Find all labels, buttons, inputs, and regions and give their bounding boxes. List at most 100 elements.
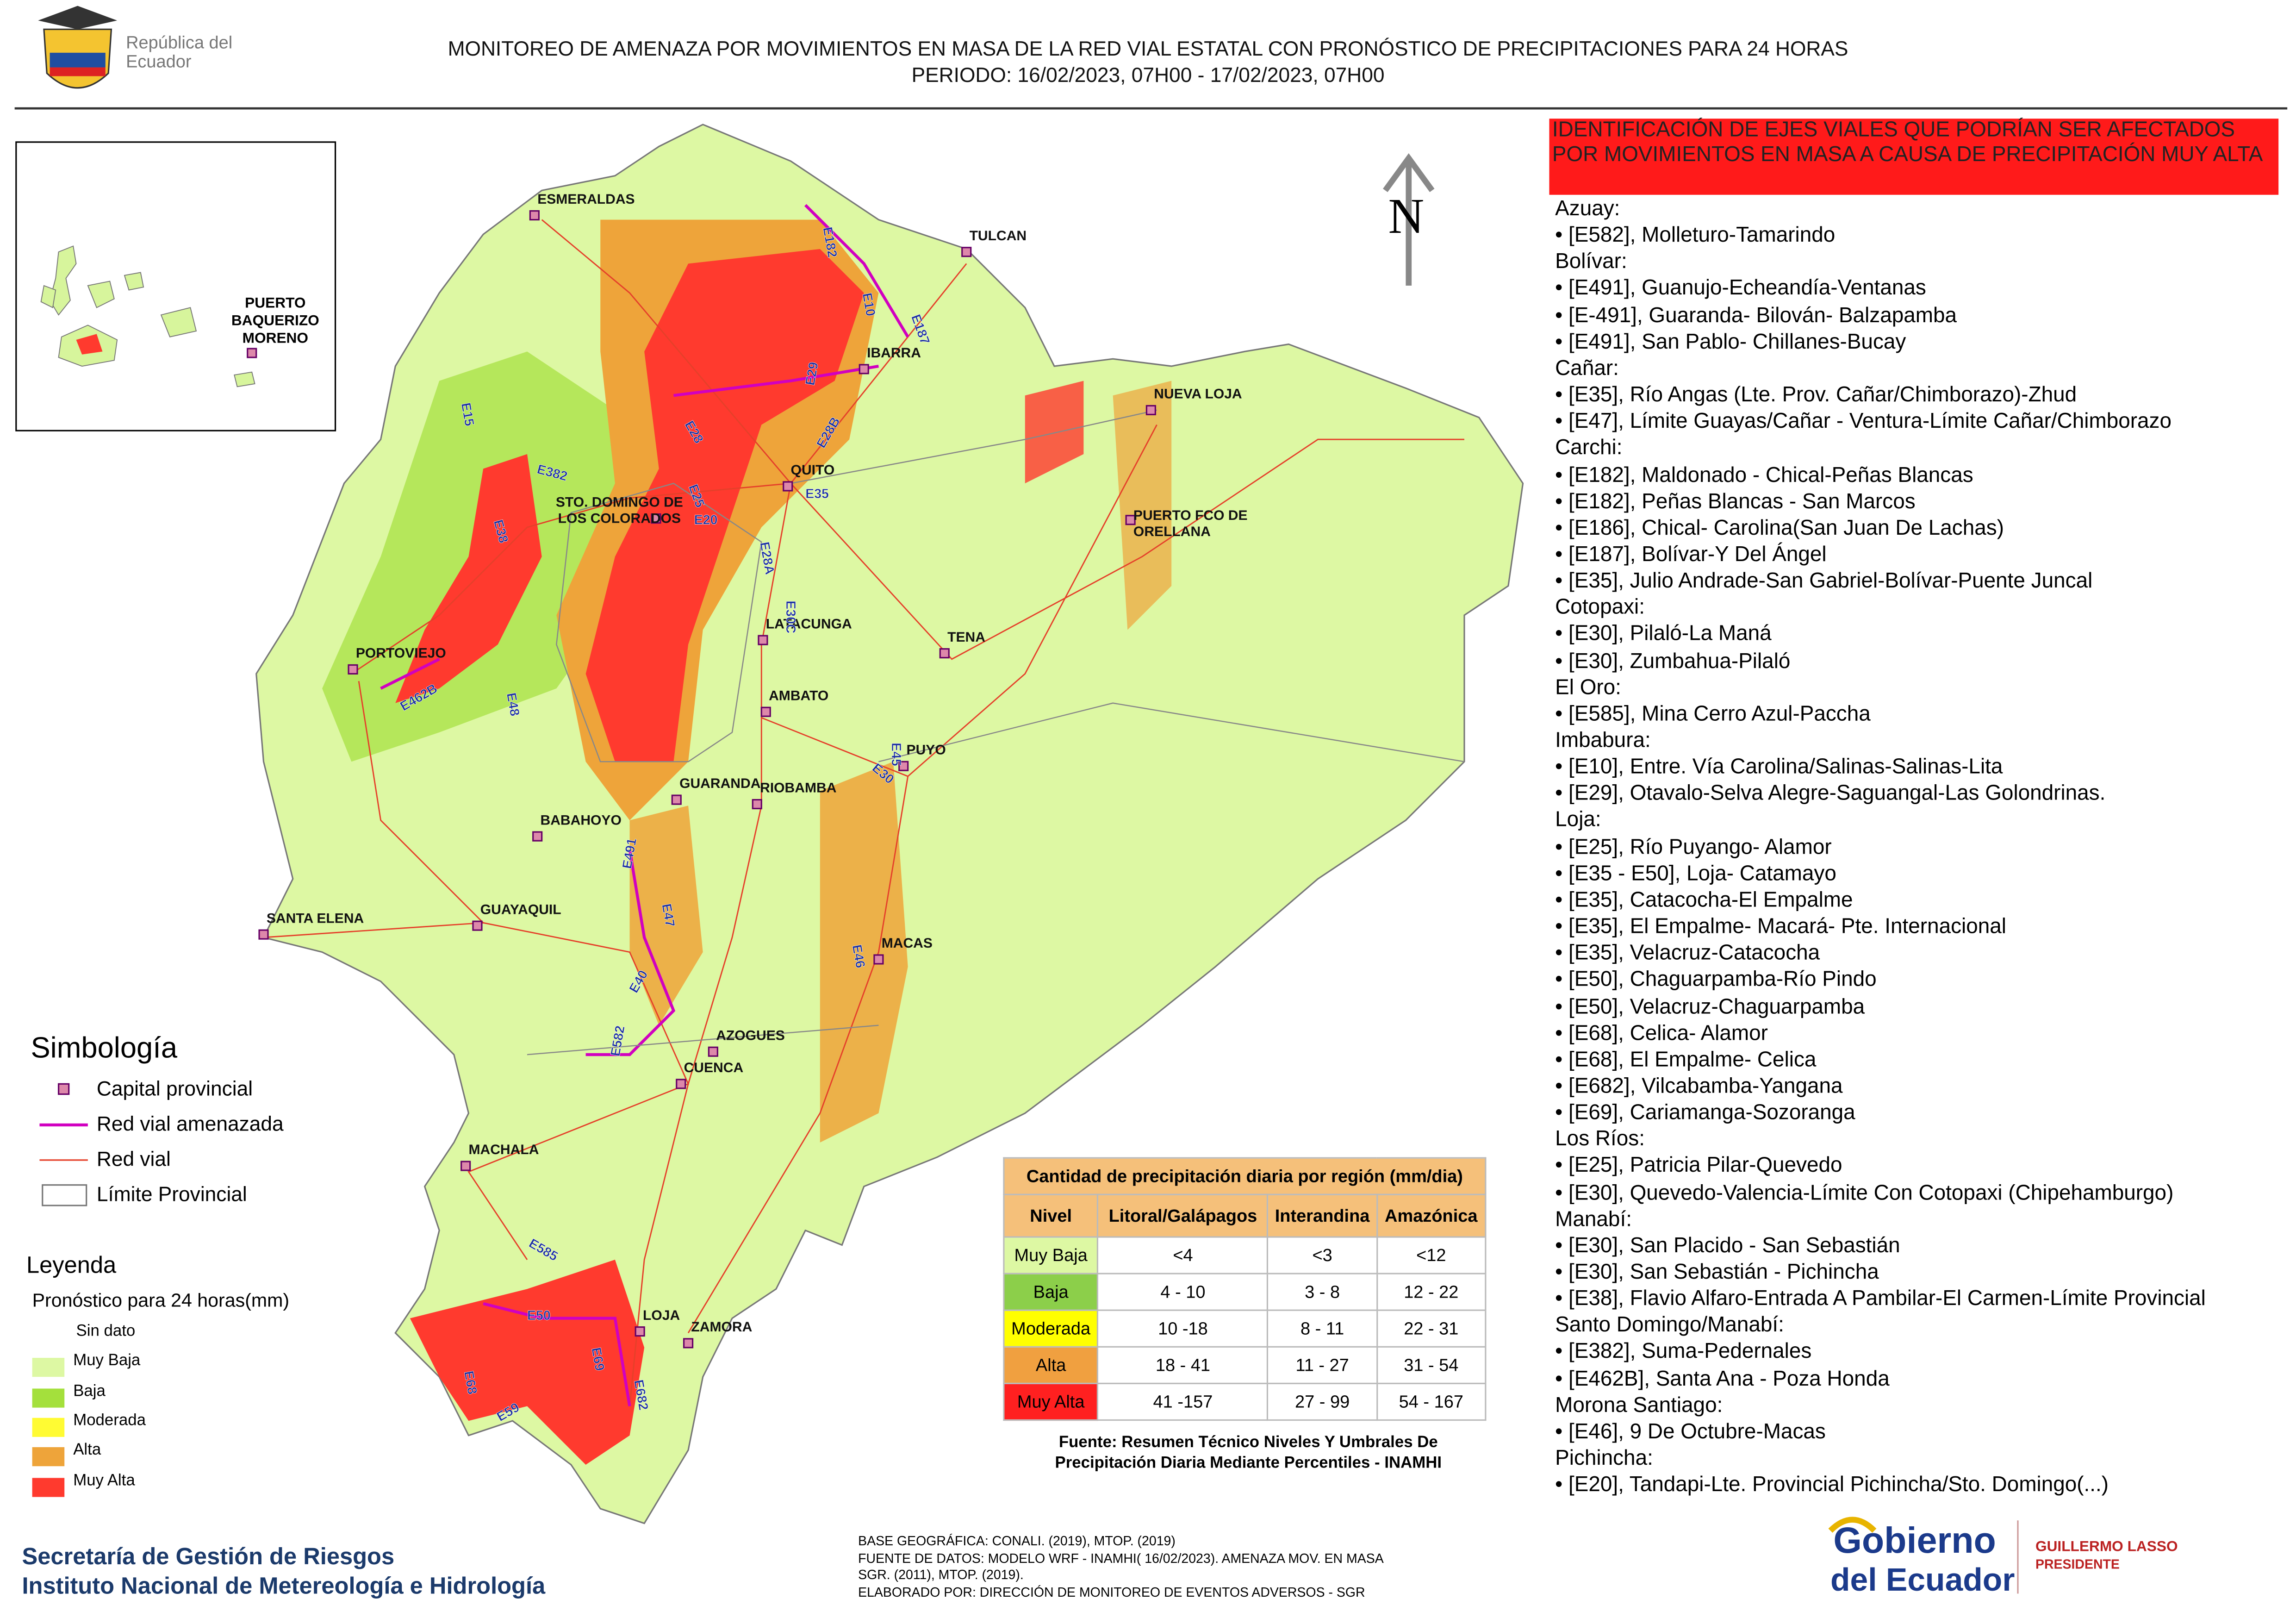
org-1: Secretaría de Gestión de Riesgos	[22, 1545, 395, 1570]
table-cell: <4	[1097, 1236, 1269, 1274]
legend-label: Muy Baja	[73, 1352, 141, 1370]
panel-item: • [E50], Velacruz-Chaguarpamba	[1555, 995, 1865, 1019]
capital-marker	[635, 1326, 645, 1337]
precip-areas	[322, 219, 1172, 1465]
panel-province: Azuay:	[1555, 198, 1620, 221]
table-cell: 3 - 8	[1267, 1273, 1378, 1311]
table-cell: 18 - 41	[1097, 1346, 1269, 1384]
table-cell: Litoral/Galápagos	[1097, 1193, 1269, 1238]
capital-marker	[532, 831, 543, 842]
capital-marker	[898, 761, 909, 771]
capital-marker	[671, 794, 682, 805]
city-label: AZOGUES	[716, 1028, 785, 1044]
panel-item: • [E585], Mina Cerro Azul-Paccha	[1555, 703, 1871, 726]
panel-item: • [E38], Flavio Alfaro-Entrada A Pambila…	[1555, 1287, 2206, 1312]
title: MONITOREO DE AMENAZA POR MOVIMIENTOS EN …	[448, 37, 1848, 60]
panel-item: • [E30], Pilaló-La Maná	[1555, 623, 1772, 647]
legend-label: Sin dato	[76, 1323, 136, 1341]
legend-subtitle: Pronóstico para 24 horas(mm)	[32, 1289, 290, 1311]
panel-item: • [E491], Guanujo-Echeandía-Ventanas	[1555, 277, 1926, 301]
symbology-item: Red vial	[96, 1147, 171, 1171]
capital-marker	[859, 364, 869, 375]
legend-label: Baja	[73, 1382, 106, 1400]
panel-item: • [E30], San Sebastián - Pichincha	[1555, 1261, 1879, 1285]
panel-province: Cotopaxi:	[1555, 596, 1645, 620]
panel-item: • [E35 - E50], Loja- Catamayo	[1555, 862, 1836, 886]
panel-province: Los Ríos:	[1555, 1128, 1645, 1152]
panel-province: Manabí:	[1555, 1208, 1632, 1231]
city-label: ESMERALDAS	[537, 192, 635, 208]
credit-line: SGR. (2011), MTOP. (2019).	[858, 1567, 1024, 1582]
city-label: ZAMORA	[691, 1319, 753, 1336]
symbology-item: Red vial amenazada	[96, 1112, 284, 1136]
inset-frame	[15, 141, 336, 431]
panel-heading: IDENTIFICACIÓN DE EJES VIALES QUE PODRÍA…	[1552, 119, 2263, 167]
panel-item: • [E182], Peñas Blancas - San Marcos	[1555, 490, 1916, 514]
panel-province: Cañar:	[1555, 357, 1619, 381]
table-cell: 11 - 27	[1267, 1346, 1378, 1384]
table-cell: 10 -18	[1097, 1309, 1269, 1348]
panel-item: • [E35], Julio Andrade-San Gabriel-Bolív…	[1555, 570, 2093, 593]
sgr-logo	[1828, 1517, 2019, 1594]
capital-marker	[939, 648, 950, 659]
table-cell: Muy Alta	[1003, 1382, 1099, 1421]
table-cell: Muy Baja	[1003, 1236, 1099, 1274]
period: PERIODO: 16/02/2023, 07H00 - 17/02/2023,…	[911, 63, 1385, 87]
panel-province: Bolívar:	[1555, 250, 1627, 275]
city-label: MACAS	[881, 936, 933, 952]
panel-item: • [E20], Tandapi-Lte. Provincial Pichinc…	[1555, 1474, 2109, 1498]
table-cell: Baja	[1003, 1273, 1099, 1311]
panel-item: • [E25], Patricia Pilar-Quevedo	[1555, 1155, 1842, 1179]
logo-text: República del Ecuador	[126, 32, 233, 72]
city-label: NUEVA LOJA	[1154, 387, 1242, 403]
capital-marker	[529, 210, 540, 221]
city-label: PORTOVIEJO	[355, 646, 446, 662]
city-label: MACHALA	[468, 1142, 539, 1159]
symbology-icons	[39, 1083, 88, 1206]
panel-province: Morona Santiago:	[1555, 1394, 1723, 1418]
capital-marker	[676, 1079, 686, 1089]
capital-marker	[752, 799, 762, 810]
panel-item: • [E30], San Placido - San Sebastián	[1555, 1234, 1900, 1258]
precip-table: Cantidad de precipitación diaria por reg…	[1003, 1157, 1487, 1421]
city-label: GUARANDA	[679, 776, 761, 793]
table-cell: Moderada	[1003, 1309, 1099, 1348]
credit-line: FUENTE DE DATOS: MODELO WRF - INAMHI( 16…	[858, 1550, 1384, 1565]
city-label: PUERTO FCO DE ORELLANA	[1133, 508, 1248, 541]
panel-heading-bg	[1549, 119, 2279, 195]
panel-province: Pichincha:	[1555, 1447, 1653, 1471]
city-label: GUAYAQUIL	[480, 902, 561, 918]
capital-marker	[651, 513, 661, 524]
panel-item: • [E35], Velacruz-Catacocha	[1555, 942, 1820, 966]
panel-item: • [E30], Zumbahua-Pilaló	[1555, 650, 1791, 674]
symbology-item: Capital provincial	[96, 1076, 253, 1100]
panel-item: • [E582], Molleturo-Tamarindo	[1555, 224, 1836, 248]
road-label: E35	[805, 486, 829, 501]
city-label: STO. DOMINGO DE LOS COLORADOS	[555, 495, 683, 528]
road-label: E50	[527, 1308, 551, 1323]
city-label: QUITO	[790, 462, 835, 479]
panel-item: • [E382], Suma-Pedernales	[1555, 1341, 1812, 1365]
symbology-title: Simbología	[31, 1032, 178, 1065]
capital-marker	[1145, 405, 1156, 415]
panel-item: • [E68], El Empalme- Celica	[1555, 1048, 1817, 1072]
panel-item: • [E68], Celica- Alamor	[1555, 1022, 1768, 1045]
panel-item: • [E462B], Santa Ana - Poza Honda	[1555, 1367, 1890, 1391]
road-label: E20	[694, 512, 718, 528]
city-label: PUYO	[906, 743, 946, 759]
capital-marker	[472, 920, 483, 931]
table-cell: Nivel	[1003, 1193, 1099, 1238]
city-label: SANTA ELENA	[266, 911, 364, 927]
capital-marker	[683, 1338, 694, 1349]
north-label: N	[1388, 190, 1425, 245]
capital-marker	[873, 954, 884, 965]
table-cell: 12 - 22	[1376, 1273, 1487, 1311]
table-cell: <3	[1267, 1236, 1378, 1274]
panel-province: Santo Domingo/Manabí:	[1555, 1314, 1784, 1338]
road-label: E30C	[783, 600, 798, 634]
legend-swatch	[32, 1358, 65, 1378]
panel-province: Imbabura:	[1555, 729, 1651, 753]
city-label: LATACUNGA	[765, 617, 852, 633]
